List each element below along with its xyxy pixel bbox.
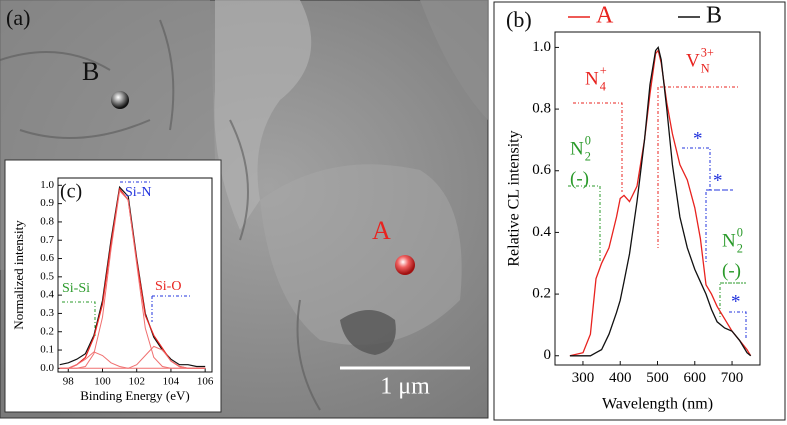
y-tick-label: 0.8 <box>532 101 551 117</box>
x-tick-label: 106 <box>197 375 214 387</box>
annotation: (-) <box>570 168 589 189</box>
x-tick-label: 400 <box>609 370 632 386</box>
y-tick-label: 0.5 <box>40 270 54 282</box>
annotation-sup: 0 <box>737 225 743 239</box>
panel-frame <box>493 1 786 421</box>
point-label: A <box>372 216 391 245</box>
y-tick-label: 0.0 <box>40 362 54 374</box>
guide-line <box>729 311 747 340</box>
annotation: Si-N <box>125 185 151 200</box>
annotation-sup: 3+ <box>701 45 714 59</box>
plot-frame <box>57 177 213 373</box>
legend-label: B <box>706 3 722 29</box>
y-tick-label: 0.6 <box>532 162 551 178</box>
y-tick-label: 0.4 <box>532 224 551 240</box>
x-tick-label: 100 <box>94 375 111 387</box>
guide-line <box>573 102 623 192</box>
annotation: (-) <box>722 260 741 281</box>
y-tick-label: 0.6 <box>40 252 54 264</box>
y-tick-label: 0.9 <box>40 197 54 209</box>
annotation: N <box>722 230 736 251</box>
y-tick-label: 0.2 <box>40 325 54 337</box>
annotation: * <box>713 170 723 191</box>
y-tick-label: 1.0 <box>532 39 551 55</box>
annotation: * <box>731 291 741 312</box>
x-tick-label: 300 <box>572 370 595 386</box>
annotation: V <box>686 50 700 71</box>
panel-label: (b) <box>506 7 532 32</box>
series-line <box>59 345 206 369</box>
annotation-sup: + <box>600 63 607 77</box>
annotation: N <box>570 138 584 159</box>
inset-background <box>4 159 222 413</box>
annotation-sub: 2 <box>585 149 591 163</box>
point-marker <box>111 91 129 109</box>
x-tick-label: 104 <box>163 375 180 387</box>
y-tick-label: 0 <box>544 347 552 363</box>
y-tick-label: 0.4 <box>40 289 54 301</box>
panel-label: (a) <box>6 5 30 30</box>
series-line <box>569 45 752 357</box>
series-line <box>569 49 752 357</box>
x-tick-label: 98 <box>63 375 75 387</box>
y-tick-label: 1.0 <box>40 179 54 191</box>
annotation-sub: N <box>701 61 710 75</box>
x-tick-label: 700 <box>721 370 744 386</box>
series-line <box>59 351 206 369</box>
x-axis-label: Wavelength (nm) <box>602 396 713 413</box>
panel-label: (c) <box>60 181 82 203</box>
guide-line <box>719 282 746 318</box>
point-label: B <box>82 57 99 86</box>
y-axis-label: Relative CL intensity <box>506 130 523 266</box>
guide-line <box>705 189 733 262</box>
annotation: Si-O <box>155 279 181 294</box>
y-tick-label: 0.3 <box>40 307 54 319</box>
x-tick-label: 600 <box>684 370 707 386</box>
legend-label: A <box>596 3 614 29</box>
y-tick-label: 0.2 <box>532 286 551 302</box>
x-tick-label: 102 <box>128 375 145 387</box>
y-axis-label: Normalized intensity <box>11 220 26 330</box>
x-axis-label: Binding Energy (eV) <box>80 388 190 403</box>
guide-line <box>682 147 711 190</box>
y-tick-label: 0.8 <box>40 215 54 227</box>
y-tick-label: 0.1 <box>40 344 54 356</box>
annotation-sub: 4 <box>600 79 606 93</box>
annotation-sup: 0 <box>585 133 591 147</box>
point-marker <box>395 255 415 275</box>
annotation-sub: 2 <box>737 241 743 255</box>
scale-bar-label: 1 μm <box>380 374 430 400</box>
annotation: * <box>693 128 703 149</box>
guide-line <box>568 185 601 262</box>
y-tick-label: 0.7 <box>40 234 54 246</box>
x-tick-label: 500 <box>646 370 669 386</box>
annotation: Si-Si <box>62 281 90 296</box>
annotation: N <box>585 68 599 89</box>
guide-line <box>62 301 96 338</box>
